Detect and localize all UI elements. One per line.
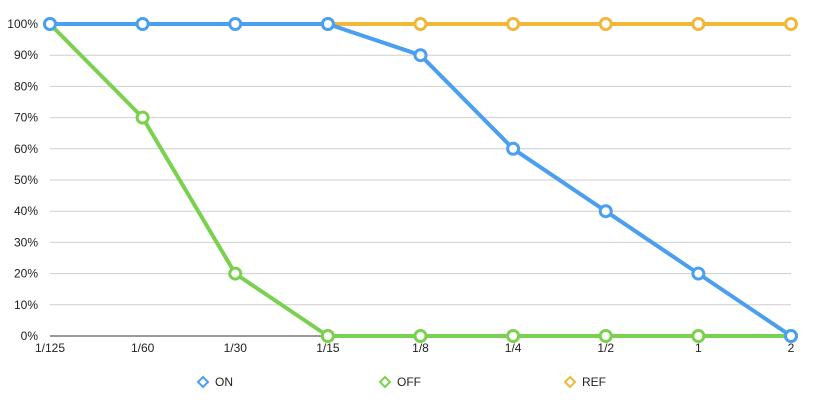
x-tick-label: 1/2	[597, 341, 614, 355]
x-tick-label: 2	[788, 341, 795, 355]
y-tick-label: 20%	[14, 267, 38, 281]
data-point-on	[228, 17, 243, 31]
data-point-ref	[598, 17, 613, 31]
legend-item-off: OFF	[378, 375, 421, 389]
x-tick-label: 1/15	[316, 341, 340, 355]
y-tick-label: 50%	[14, 173, 38, 187]
legend-label-off: OFF	[397, 375, 421, 389]
y-tick-label: 0%	[21, 329, 39, 343]
data-point-off	[320, 329, 335, 343]
data-point-on	[320, 17, 335, 31]
legend: ON OFF REF	[196, 375, 606, 389]
y-axis-tick-labels: 0% 10% 20% 30% 40% 50% 60% 70% 80% 90% 100%	[7, 17, 38, 343]
data-point-off	[598, 329, 613, 343]
y-tick-label: 100%	[7, 17, 38, 31]
y-tick-label: 60%	[14, 142, 38, 156]
y-tick-label: 80%	[14, 79, 38, 93]
data-point-off	[413, 329, 428, 343]
data-point-ref	[506, 17, 521, 31]
x-axis-tick-labels: 1/125 1/60 1/30 1/15 1/8 1/4 1/2 1 2	[35, 341, 795, 355]
data-points	[43, 17, 798, 343]
x-tick-label: 1/30	[224, 341, 248, 355]
y-tick-label: 40%	[14, 204, 38, 218]
data-point-on	[598, 204, 613, 219]
legend-label-on: ON	[215, 375, 233, 389]
data-point-on	[413, 48, 428, 63]
legend-item-on: ON	[196, 375, 233, 389]
data-point-ref	[784, 17, 798, 31]
data-point-off	[228, 266, 243, 281]
y-tick-label: 90%	[14, 48, 38, 62]
y-tick-label: 70%	[14, 111, 38, 125]
y-tick-label: 30%	[14, 235, 38, 249]
x-tick-label: 1/4	[505, 341, 522, 355]
data-point-off	[135, 110, 150, 125]
legend-marker-off	[378, 375, 392, 389]
data-point-on	[691, 266, 706, 281]
data-point-ref	[413, 17, 428, 31]
legend-item-ref: REF	[563, 375, 606, 389]
data-point-on	[506, 141, 521, 156]
legend-marker-ref	[563, 375, 577, 389]
data-point-off	[691, 329, 706, 343]
legend-label-ref: REF	[582, 375, 606, 389]
x-tick-label: 1	[695, 341, 702, 355]
x-tick-label: 1/8	[412, 341, 429, 355]
x-tick-label: 1/125	[35, 341, 65, 355]
data-point-on	[43, 17, 57, 31]
y-tick-label: 10%	[14, 298, 38, 312]
x-tick-label: 1/60	[131, 341, 155, 355]
data-point-on	[784, 329, 798, 343]
legend-marker-on	[196, 375, 210, 389]
data-point-ref	[691, 17, 706, 31]
data-point-on	[135, 17, 150, 31]
data-point-off	[506, 329, 521, 343]
